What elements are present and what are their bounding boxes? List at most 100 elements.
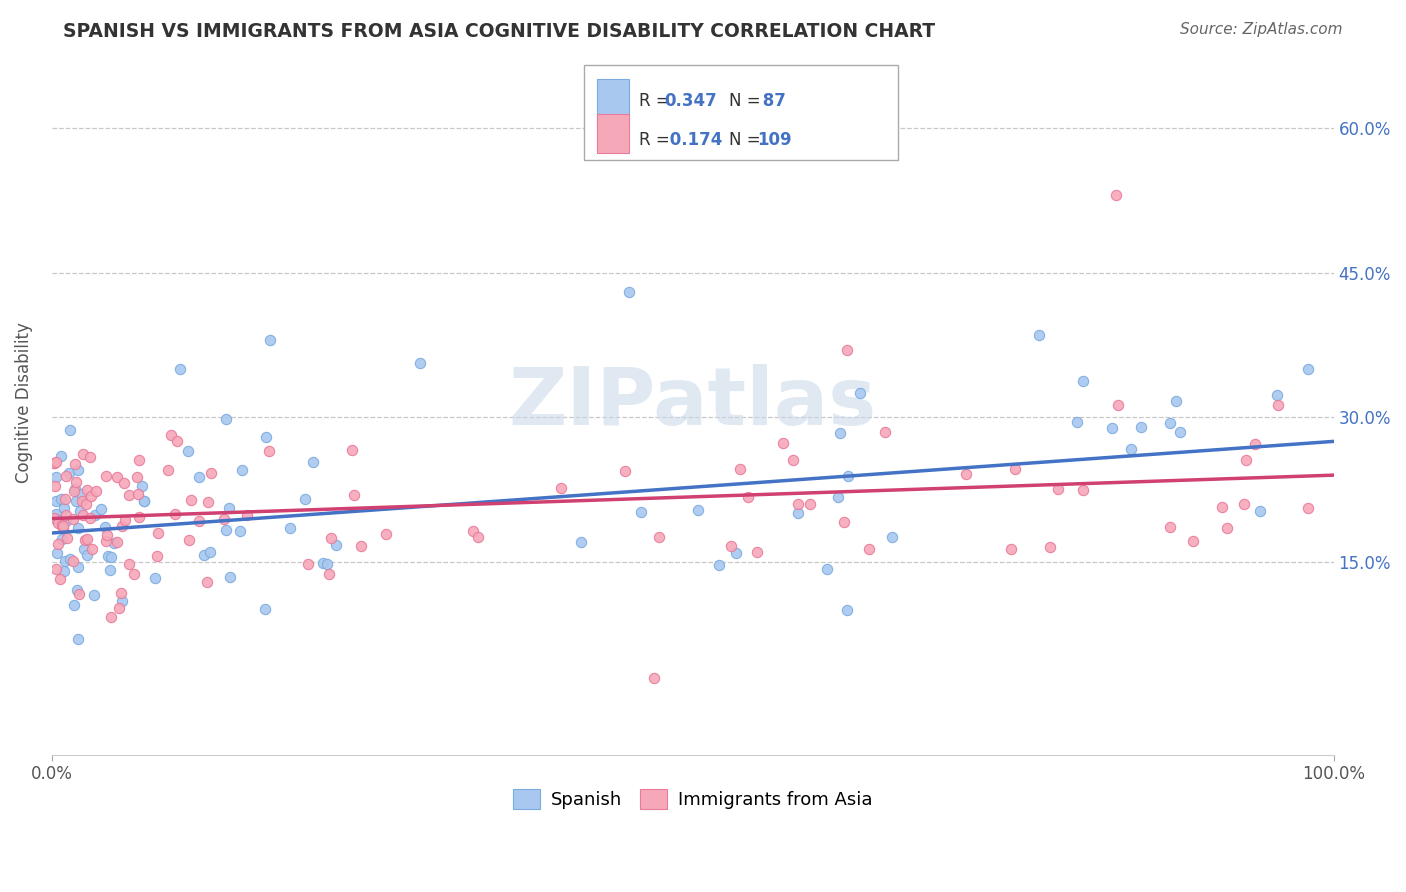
Point xyxy=(1267,388,1289,402)
Point xyxy=(111,519,134,533)
Point xyxy=(94,534,117,549)
Text: Source: ZipAtlas.com: Source: ZipAtlas.com xyxy=(1180,22,1343,37)
Point xyxy=(180,492,202,507)
Point xyxy=(617,285,640,299)
Point xyxy=(59,423,82,437)
Y-axis label: Cognitive Disability: Cognitive Disability xyxy=(15,322,32,483)
Point xyxy=(51,518,73,533)
Point xyxy=(103,535,125,549)
Point xyxy=(44,456,66,470)
Point xyxy=(65,457,87,471)
Point xyxy=(46,537,69,551)
Point xyxy=(100,549,122,564)
Point xyxy=(720,539,742,553)
Point xyxy=(837,469,859,483)
Point xyxy=(1164,393,1187,408)
Point xyxy=(111,593,134,607)
Point xyxy=(166,434,188,449)
Point xyxy=(52,519,75,533)
Point xyxy=(1130,420,1153,434)
Point xyxy=(108,601,131,615)
Point xyxy=(219,569,242,583)
Point xyxy=(375,527,398,541)
Point xyxy=(215,412,238,426)
Point xyxy=(127,470,149,484)
Point xyxy=(112,476,135,491)
Point xyxy=(114,513,136,527)
Point xyxy=(75,497,97,511)
Point xyxy=(156,463,179,477)
Point xyxy=(72,508,94,522)
Point xyxy=(44,510,66,524)
Point xyxy=(79,450,101,464)
Point xyxy=(467,530,489,544)
Point xyxy=(107,534,129,549)
Point xyxy=(1071,374,1094,388)
Point xyxy=(49,491,72,506)
Point xyxy=(1101,420,1123,434)
Point xyxy=(1066,415,1088,429)
Point xyxy=(343,488,366,502)
Point xyxy=(1296,501,1319,516)
Point xyxy=(132,494,155,508)
Point xyxy=(45,562,67,576)
Point xyxy=(1168,425,1191,439)
Point xyxy=(55,468,77,483)
Point xyxy=(728,462,751,476)
Text: 0.347: 0.347 xyxy=(665,93,717,111)
Text: N =: N = xyxy=(728,93,765,111)
Point xyxy=(1211,500,1233,514)
Point xyxy=(84,483,107,498)
Point xyxy=(1159,416,1181,430)
Point xyxy=(66,521,89,535)
Point xyxy=(58,466,80,480)
Point xyxy=(55,514,77,528)
Point xyxy=(160,427,183,442)
Point xyxy=(643,671,665,685)
Point xyxy=(45,493,67,508)
Point xyxy=(724,546,747,560)
Point xyxy=(737,491,759,505)
Point xyxy=(84,508,107,523)
Point xyxy=(62,511,84,525)
Point xyxy=(110,586,132,600)
Legend: Spanish, Immigrants from Asia: Spanish, Immigrants from Asia xyxy=(506,782,880,816)
Point xyxy=(76,533,98,547)
Text: 87: 87 xyxy=(756,93,786,111)
Point xyxy=(66,632,89,647)
Point xyxy=(318,567,340,582)
Point xyxy=(70,487,93,501)
Point xyxy=(45,470,67,484)
Point xyxy=(66,582,89,597)
Point xyxy=(316,558,339,572)
Point xyxy=(688,503,710,517)
Point xyxy=(97,549,120,564)
Point xyxy=(849,386,872,401)
Point xyxy=(1073,483,1095,497)
Point xyxy=(46,516,69,530)
Point xyxy=(1234,453,1257,467)
Point xyxy=(128,453,150,467)
Text: SPANISH VS IMMIGRANTS FROM ASIA COGNITIVE DISABILITY CORRELATION CHART: SPANISH VS IMMIGRANTS FROM ASIA COGNITIV… xyxy=(63,22,935,41)
Point xyxy=(76,483,98,497)
Point xyxy=(76,548,98,562)
Point xyxy=(55,508,77,523)
Point xyxy=(65,494,87,508)
Point xyxy=(67,463,90,477)
Point xyxy=(786,497,808,511)
Point xyxy=(45,507,67,521)
Point xyxy=(44,479,66,493)
Point xyxy=(707,558,730,573)
Point xyxy=(69,504,91,518)
Point xyxy=(177,533,200,547)
Point xyxy=(70,494,93,508)
Point xyxy=(214,523,236,537)
Point xyxy=(53,554,76,568)
Point xyxy=(67,587,90,601)
Point xyxy=(117,488,139,502)
Point xyxy=(146,526,169,541)
Point xyxy=(858,542,880,557)
Point xyxy=(880,530,903,544)
Point xyxy=(79,489,101,503)
Point xyxy=(231,463,253,477)
